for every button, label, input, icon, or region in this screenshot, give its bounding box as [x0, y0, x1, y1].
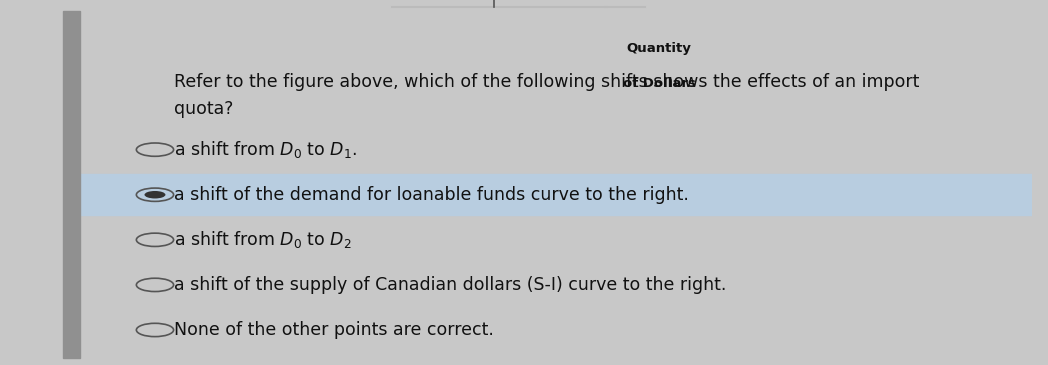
Text: a shift of the supply of Canadian dollars (S-I) curve to the right.: a shift of the supply of Canadian dollar…	[174, 276, 726, 294]
Text: a shift from $D_0$ to $D_1$.: a shift from $D_0$ to $D_1$.	[174, 139, 357, 160]
Bar	[81, 174, 1032, 215]
Text: a shift of the demand for loanable funds curve to the right.: a shift of the demand for loanable funds…	[174, 186, 690, 204]
Bar	[63, 11, 81, 358]
Circle shape	[145, 191, 166, 199]
Text: Refer to the figure above, which of the following shifts shows the effects of an: Refer to the figure above, which of the …	[174, 73, 920, 118]
Text: a shift from $D_0$ to $D_2$: a shift from $D_0$ to $D_2$	[174, 229, 352, 250]
Text: Quantity: Quantity	[627, 42, 692, 55]
Text: None of the other points are correct.: None of the other points are correct.	[174, 321, 495, 339]
Text: of Dollars: of Dollars	[623, 77, 696, 90]
